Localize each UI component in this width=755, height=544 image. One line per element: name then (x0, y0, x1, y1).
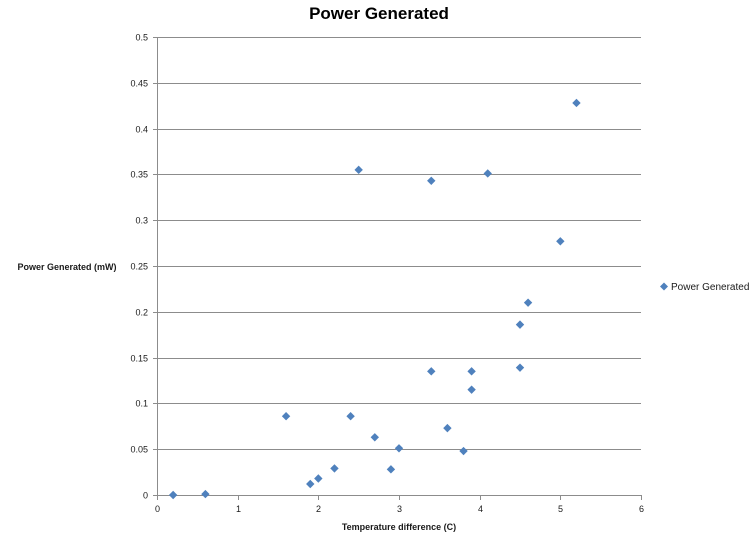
x-tick-label: 4 (478, 504, 483, 514)
y-tick-label: 0.45 (130, 79, 148, 89)
y-tick-labels: 0 0.05 0.1 0.15 0.2 0.25 0.3 0.35 0.4 0.45 0.5 (130, 33, 148, 501)
data-point (427, 176, 436, 186)
x-tick-labels: 0 1 2 3 4 5 6 (155, 504, 644, 514)
data-point (467, 367, 476, 376)
data-point (386, 465, 396, 474)
data-point (306, 479, 315, 489)
data-points (168, 98, 581, 500)
x-tick-label: 1 (236, 504, 241, 514)
data-point (201, 489, 210, 499)
data-point (346, 412, 355, 421)
data-point (483, 169, 492, 178)
x-axis-label: Temperature difference (C) (342, 522, 456, 532)
x-tick-label: 5 (558, 504, 563, 514)
y-tick-label: 0 (143, 491, 148, 501)
x-tick-label: 2 (316, 504, 321, 514)
y-tick-label: 0.4 (135, 125, 148, 135)
y-tick-label: 0.2 (135, 308, 148, 318)
data-point (459, 446, 468, 456)
legend-marker-icon (660, 282, 668, 291)
data-point (515, 320, 525, 329)
y-tick-label: 0.3 (135, 216, 148, 226)
data-point (330, 464, 339, 473)
data-point (572, 98, 581, 108)
data-point (515, 363, 525, 372)
data-point (523, 298, 533, 307)
data-point (314, 474, 323, 483)
y-tick-label: 0.05 (130, 445, 148, 455)
data-point (443, 423, 452, 433)
y-tick-label: 0.15 (130, 354, 148, 364)
axes (153, 37, 642, 500)
data-point (281, 412, 291, 421)
y-tick-label: 0.35 (130, 170, 148, 180)
y-axis-label: Power Generated (mW) (17, 262, 116, 272)
data-point (467, 385, 476, 394)
y-tick-label: 0.5 (135, 33, 148, 43)
y-tick-label: 0.25 (130, 262, 148, 272)
y-tick-label: 0.1 (135, 399, 148, 409)
data-point (556, 237, 565, 246)
data-point (427, 367, 436, 376)
data-point (394, 444, 404, 453)
x-tick-label: 6 (639, 504, 644, 514)
x-tick-label: 0 (155, 504, 160, 514)
data-point (168, 490, 178, 500)
legend: Power Generated (660, 282, 749, 293)
data-point (370, 433, 379, 442)
gridlines (157, 37, 641, 450)
data-point (354, 165, 363, 175)
chart-title: Power Generated (309, 4, 449, 23)
legend-label: Power Generated (671, 282, 749, 293)
x-tick-label: 3 (397, 504, 402, 514)
